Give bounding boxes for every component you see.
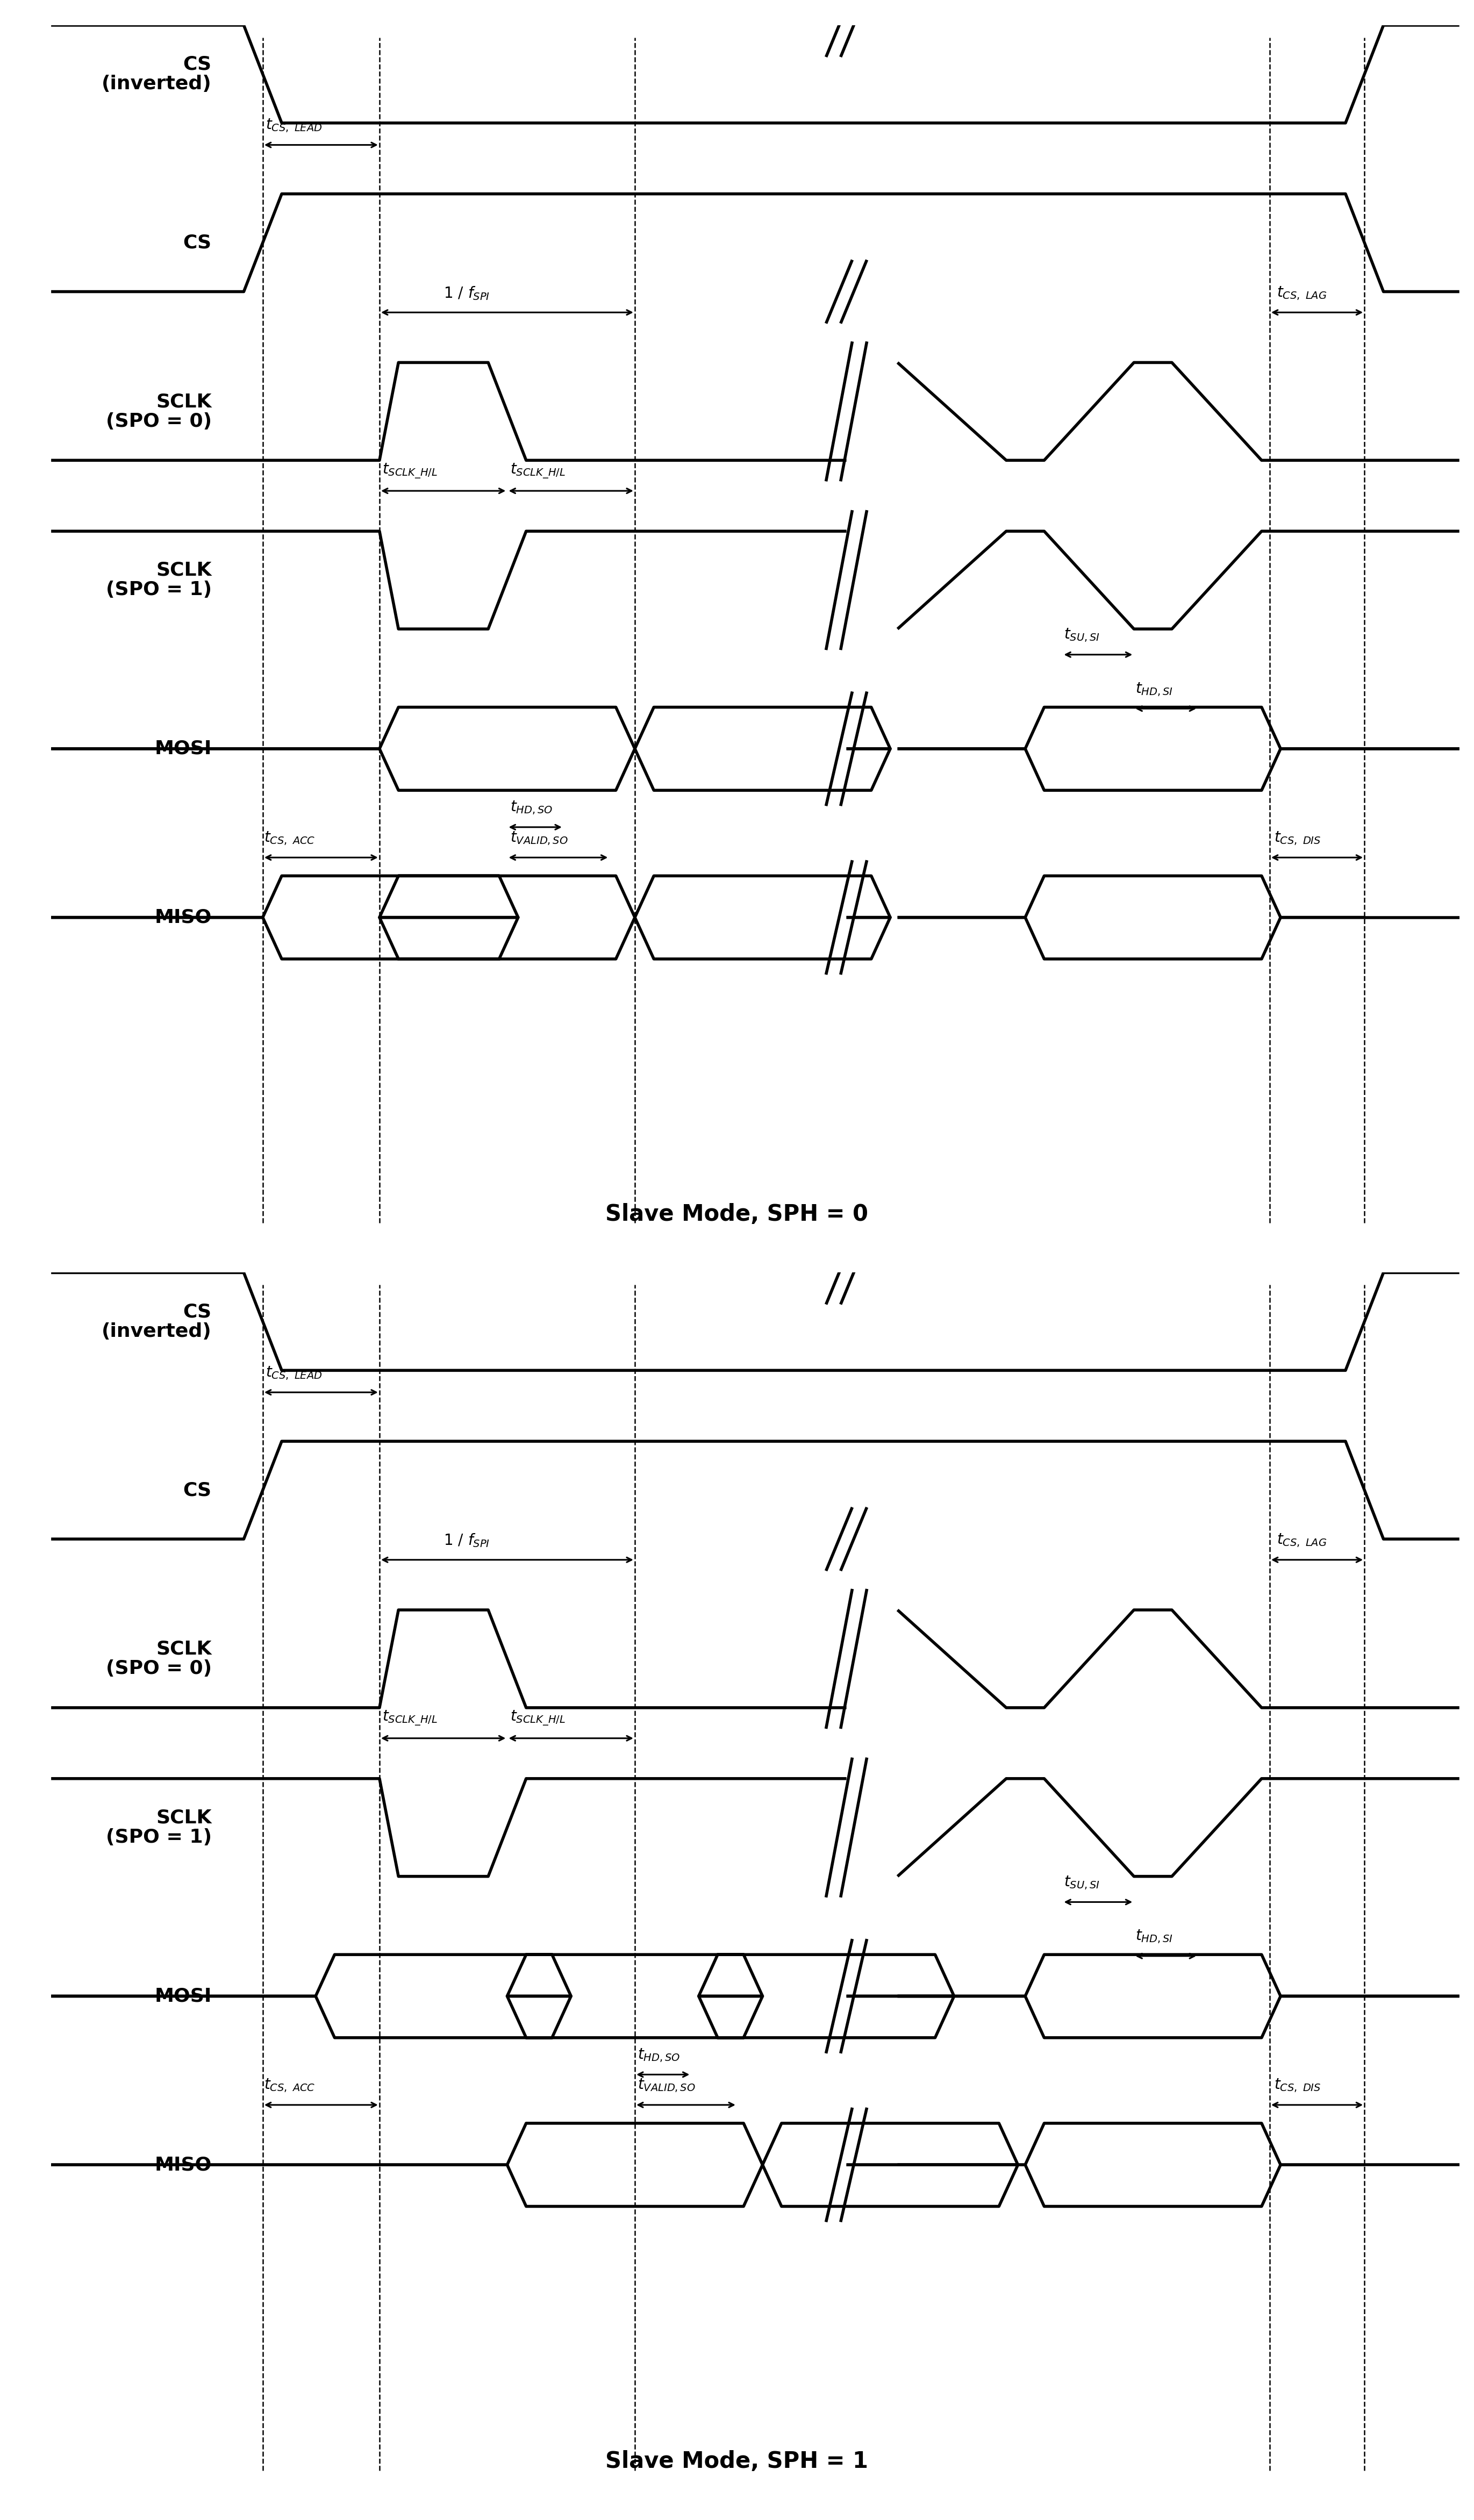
Text: $t_{CS,\ ACC}$: $t_{CS,\ ACC}$ [264, 829, 315, 847]
Text: Slave Mode, SPH = 1: Slave Mode, SPH = 1 [606, 2449, 868, 2472]
Text: $t_{CS,\ LEAD}$: $t_{CS,\ LEAD}$ [265, 1366, 323, 1381]
Text: Slave Mode, SPH = 0: Slave Mode, SPH = 0 [606, 1202, 868, 1225]
Text: $1\ /\ f_{SPI}$: $1\ /\ f_{SPI}$ [444, 285, 489, 302]
Text: $1\ /\ f_{SPI}$: $1\ /\ f_{SPI}$ [444, 1532, 489, 1550]
Text: $t_{SCLK\_H/L}$: $t_{SCLK\_H/L}$ [510, 1709, 566, 1726]
Text: CS
(inverted): CS (inverted) [102, 55, 212, 93]
Text: $t_{HD,SI}$: $t_{HD,SI}$ [1135, 680, 1173, 698]
Text: MISO: MISO [155, 907, 212, 927]
Text: $t_{HD,SO}$: $t_{HD,SO}$ [510, 799, 553, 816]
Text: $t_{VALID,SO}$: $t_{VALID,SO}$ [638, 2076, 696, 2094]
Text: $t_{SU,SI}$: $t_{SU,SI}$ [1064, 627, 1100, 643]
Text: MOSI: MOSI [155, 738, 212, 759]
Text: MISO: MISO [155, 2155, 212, 2175]
Text: CS: CS [183, 1482, 212, 1499]
Text: $t_{SCLK\_H/L}$: $t_{SCLK\_H/L}$ [510, 461, 566, 479]
Text: $t_{CS,\ DIS}$: $t_{CS,\ DIS}$ [1274, 2076, 1321, 2094]
Text: $t_{SU,SI}$: $t_{SU,SI}$ [1064, 1875, 1100, 1890]
Text: $t_{SCLK\_H/L}$: $t_{SCLK\_H/L}$ [382, 461, 438, 479]
Text: $t_{SCLK\_H/L}$: $t_{SCLK\_H/L}$ [382, 1709, 438, 1726]
Text: SCLK
(SPO = 0): SCLK (SPO = 0) [106, 1641, 212, 1678]
Text: $t_{CS,\ LAG}$: $t_{CS,\ LAG}$ [1276, 285, 1327, 302]
Text: CS
(inverted): CS (inverted) [102, 1303, 212, 1341]
Text: $t_{HD,SI}$: $t_{HD,SI}$ [1135, 1928, 1173, 1945]
Text: $t_{CS,\ ACC}$: $t_{CS,\ ACC}$ [264, 2076, 315, 2094]
Text: SCLK
(SPO = 0): SCLK (SPO = 0) [106, 393, 212, 431]
Text: SCLK
(SPO = 1): SCLK (SPO = 1) [106, 562, 212, 600]
Text: CS: CS [183, 234, 212, 252]
Text: $t_{CS,\ DIS}$: $t_{CS,\ DIS}$ [1274, 829, 1321, 847]
Text: $t_{CS,\ LEAD}$: $t_{CS,\ LEAD}$ [265, 118, 323, 134]
Text: $t_{VALID,SO}$: $t_{VALID,SO}$ [510, 829, 567, 847]
Text: SCLK
(SPO = 1): SCLK (SPO = 1) [106, 1809, 212, 1847]
Text: MOSI: MOSI [155, 1986, 212, 2006]
Text: $t_{HD,SO}$: $t_{HD,SO}$ [638, 2046, 681, 2064]
Text: $t_{CS,\ LAG}$: $t_{CS,\ LAG}$ [1276, 1532, 1327, 1550]
